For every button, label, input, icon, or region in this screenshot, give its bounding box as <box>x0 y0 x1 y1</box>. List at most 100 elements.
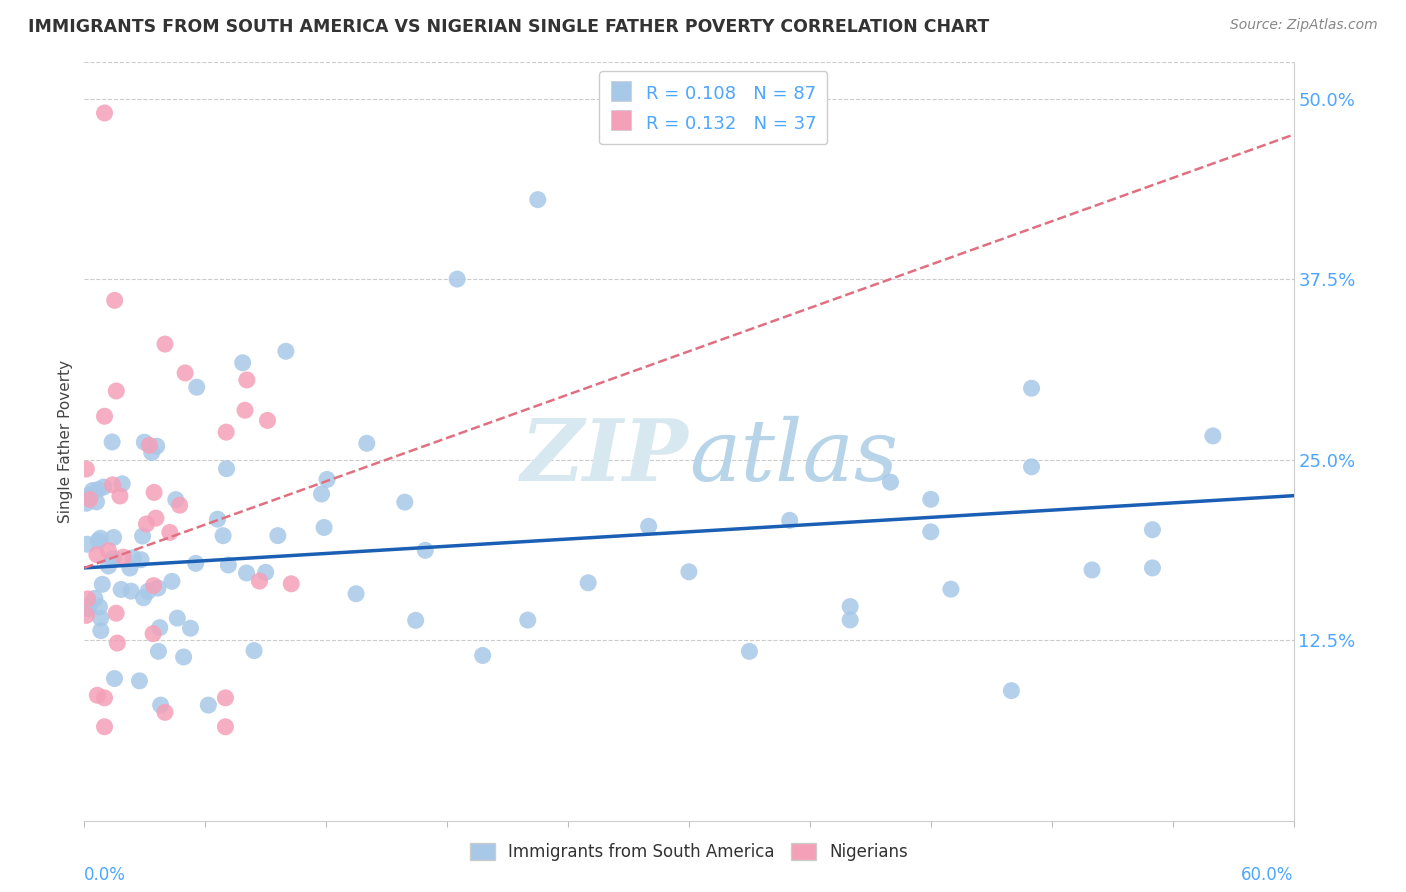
Point <box>82 483 104 498</box>
Point <box>141 445 163 459</box>
Point <box>254 566 277 580</box>
Point <box>110 582 132 597</box>
Point <box>93 106 115 120</box>
Point <box>738 644 761 658</box>
Point <box>93 690 115 705</box>
Point <box>217 558 239 572</box>
Point <box>186 380 208 394</box>
Point <box>75 496 97 510</box>
Point <box>174 366 197 380</box>
Point <box>108 489 131 503</box>
Point <box>637 519 659 533</box>
Point <box>111 476 134 491</box>
Point <box>243 643 266 657</box>
Point <box>215 425 238 439</box>
Point <box>120 584 142 599</box>
Point <box>118 561 141 575</box>
Point <box>143 485 166 500</box>
Point <box>86 495 108 509</box>
Point <box>83 591 105 606</box>
Point <box>939 582 962 597</box>
Point <box>1021 459 1043 474</box>
Point <box>173 650 195 665</box>
Point <box>86 548 108 562</box>
Point <box>77 599 100 613</box>
Point <box>75 462 97 476</box>
Point <box>1000 683 1022 698</box>
Text: ZIP: ZIP <box>522 415 689 499</box>
Point <box>101 434 124 449</box>
Point <box>77 602 100 616</box>
Point <box>93 409 115 424</box>
Point <box>112 550 135 565</box>
Point <box>75 608 97 623</box>
Point <box>79 488 101 502</box>
Point <box>153 337 176 351</box>
Point <box>135 516 157 531</box>
Point <box>101 478 124 492</box>
Point <box>97 543 120 558</box>
Point <box>153 706 176 720</box>
Point <box>87 533 110 548</box>
Point <box>138 438 160 452</box>
Point <box>90 611 112 625</box>
Point <box>274 344 297 359</box>
Point <box>235 566 257 580</box>
Point <box>879 475 901 490</box>
Point <box>136 584 159 599</box>
Point <box>1021 381 1043 395</box>
Point <box>413 543 436 558</box>
Point <box>446 272 468 286</box>
Point <box>356 436 378 450</box>
Point <box>267 528 290 542</box>
Point <box>131 529 153 543</box>
Point <box>86 688 108 702</box>
Text: 0.0%: 0.0% <box>84 866 127 884</box>
Point <box>105 606 128 620</box>
Point <box>316 472 339 486</box>
Point <box>90 531 112 545</box>
Point <box>93 480 115 494</box>
Point <box>527 193 550 207</box>
Point <box>149 621 172 635</box>
Point <box>232 356 254 370</box>
Point <box>256 413 278 427</box>
Point <box>1142 561 1164 575</box>
Point <box>129 553 152 567</box>
Point <box>405 613 427 627</box>
Point <box>105 636 128 650</box>
Point <box>197 698 219 712</box>
Point <box>1142 523 1164 537</box>
Point <box>311 487 333 501</box>
Point <box>76 591 98 606</box>
Point <box>312 520 335 534</box>
Point <box>103 551 125 566</box>
Point <box>471 648 494 663</box>
Point <box>104 293 127 308</box>
Point <box>145 439 167 453</box>
Point <box>91 577 114 591</box>
Point <box>166 611 188 625</box>
Point <box>207 512 229 526</box>
Text: IMMIGRANTS FROM SOUTH AMERICA VS NIGERIAN SINGLE FATHER POVERTY CORRELATION CHAR: IMMIGRANTS FROM SOUTH AMERICA VS NIGERIA… <box>28 18 990 36</box>
Point <box>516 613 538 627</box>
Point <box>142 578 165 592</box>
Point <box>839 613 862 627</box>
Point <box>97 559 120 574</box>
Text: Source: ZipAtlas.com: Source: ZipAtlas.com <box>1230 18 1378 32</box>
Text: atlas: atlas <box>689 416 898 498</box>
Point <box>920 492 942 507</box>
Point <box>1202 429 1225 443</box>
Point <box>87 483 110 497</box>
Point <box>103 672 125 686</box>
Point <box>105 384 128 398</box>
Point <box>779 513 801 527</box>
Point <box>212 529 235 543</box>
Point <box>122 550 145 565</box>
Point <box>576 575 599 590</box>
Legend: Immigrants from South America, Nigerians: Immigrants from South America, Nigerians <box>461 834 917 869</box>
Point <box>146 581 169 595</box>
Point <box>394 495 416 509</box>
Text: 60.0%: 60.0% <box>1241 866 1294 884</box>
Point <box>1081 563 1104 577</box>
